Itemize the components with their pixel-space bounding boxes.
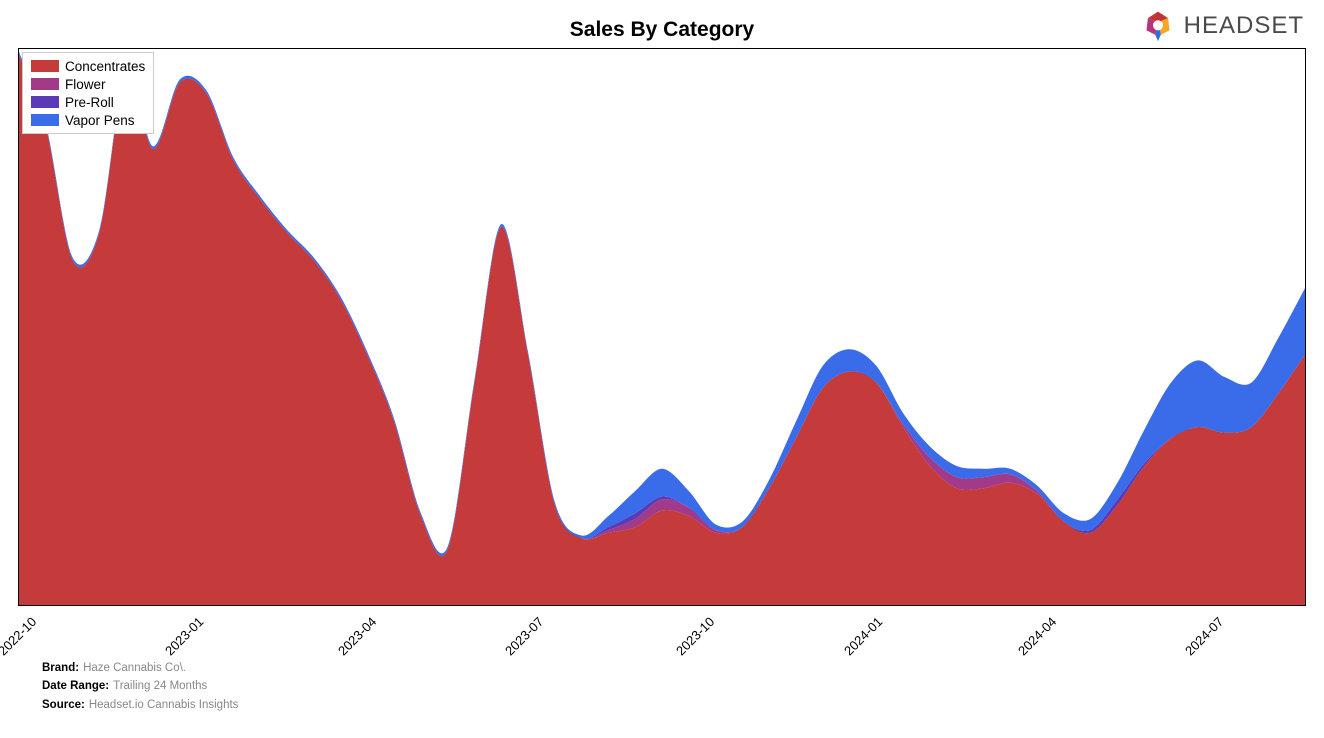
chart-title: Sales By Category [570, 18, 754, 42]
legend: Concentrates Flower Pre-Roll Vapor Pens [22, 52, 154, 134]
chart-footer: Brand:Haze Cannabis Co\.Date Range:Trail… [42, 659, 238, 714]
chart-container: Sales By Category HEADSET Concentrates Fl… [0, 0, 1324, 738]
x-tick-label: 2023-04 [335, 614, 379, 658]
legend-item-vapor-pens: Vapor Pens [31, 111, 145, 129]
footer-row: Date Range:Trailing 24 Months [42, 677, 238, 695]
footer-value: Haze Cannabis Co\. [83, 659, 186, 677]
x-tick-label: 2023-07 [502, 614, 546, 658]
footer-label: Date Range: [42, 677, 109, 695]
legend-item-flower: Flower [31, 75, 145, 93]
x-tick-label: 2023-10 [673, 614, 717, 658]
footer-row: Source:Headset.io Cannabis Insights [42, 696, 238, 714]
footer-row: Brand:Haze Cannabis Co\. [42, 659, 238, 677]
x-tick-label: 2022-10 [0, 614, 39, 658]
legend-item-pre-roll: Pre-Roll [31, 93, 145, 111]
footer-label: Source: [42, 696, 85, 714]
legend-label: Pre-Roll [65, 95, 114, 110]
legend-swatch [31, 114, 59, 126]
x-tick-label: 2023-01 [162, 614, 206, 658]
x-tick-label: 2024-07 [1182, 614, 1226, 658]
legend-label: Concentrates [65, 59, 145, 74]
legend-swatch [31, 60, 59, 72]
legend-swatch [31, 78, 59, 90]
plot-area: Concentrates Flower Pre-Roll Vapor Pens [18, 48, 1306, 606]
footer-label: Brand: [42, 659, 79, 677]
area-series-concentrates [19, 55, 1305, 605]
legend-item-concentrates: Concentrates [31, 57, 145, 75]
x-tick-label: 2024-04 [1015, 614, 1059, 658]
brand-logo: HEADSET [1140, 8, 1304, 44]
legend-label: Flower [65, 77, 106, 92]
legend-label: Vapor Pens [65, 113, 135, 128]
x-tick-label: 2024-01 [841, 614, 885, 658]
brand-logo-text: HEADSET [1184, 12, 1304, 40]
footer-value: Trailing 24 Months [113, 677, 207, 695]
legend-swatch [31, 96, 59, 108]
footer-value: Headset.io Cannabis Insights [89, 696, 239, 714]
area-chart-svg [19, 49, 1305, 605]
headset-logo-icon [1140, 8, 1176, 44]
